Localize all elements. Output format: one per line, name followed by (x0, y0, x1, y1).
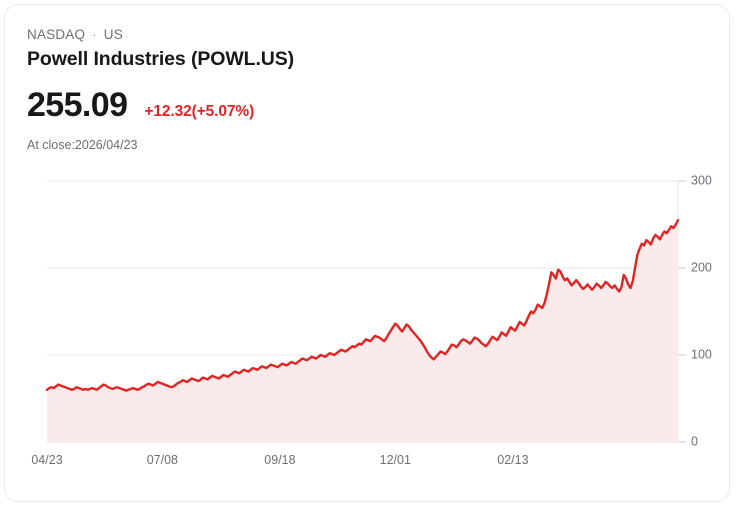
x-axis-label: 07/08 (147, 453, 178, 467)
x-axis-label: 02/13 (497, 453, 528, 467)
at-close-timestamp: At close:2026/04/23 (27, 138, 138, 152)
y-axis-label: 100 (691, 347, 712, 361)
quote-header: NASDAQ · US Powell Industries (POWL.US) … (5, 5, 729, 153)
price-line (45, 218, 680, 392)
x-axis-label: 12/01 (380, 453, 411, 467)
y-axis-labels: 0 100 200 300 (691, 173, 712, 448)
price-row: 255.09 +12.32(+5.07%) (27, 88, 729, 122)
y-axis-label: 200 (691, 260, 712, 274)
x-axis-label: 04/23 (31, 453, 62, 467)
y-axis-label: 0 (691, 434, 698, 448)
x-axis-label: 09/18 (264, 453, 295, 467)
y-axis-label: 300 (691, 173, 712, 187)
price-chart-svg[interactable]: 0 100 200 300 04/23 07/08 09/18 12/01 02/13 (5, 165, 730, 485)
price-area-fill (47, 220, 678, 442)
separator-dot-icon: · (92, 26, 97, 42)
stock-quote-card: NASDAQ · US Powell Industries (POWL.US) … (4, 4, 730, 502)
price-change: +12.32(+5.07%) (144, 103, 255, 120)
current-price: 255.09 (27, 86, 128, 124)
x-axis-labels: 04/23 07/08 09/18 12/01 02/13 (31, 453, 528, 467)
price-chart[interactable]: 0 100 200 300 04/23 07/08 09/18 12/01 02/13 (5, 165, 730, 485)
region-label: US (103, 26, 123, 42)
exchange-row: NASDAQ · US (27, 25, 729, 43)
exchange-name: NASDAQ (27, 26, 86, 42)
page-title: Powell Industries (POWL.US) (27, 48, 295, 70)
